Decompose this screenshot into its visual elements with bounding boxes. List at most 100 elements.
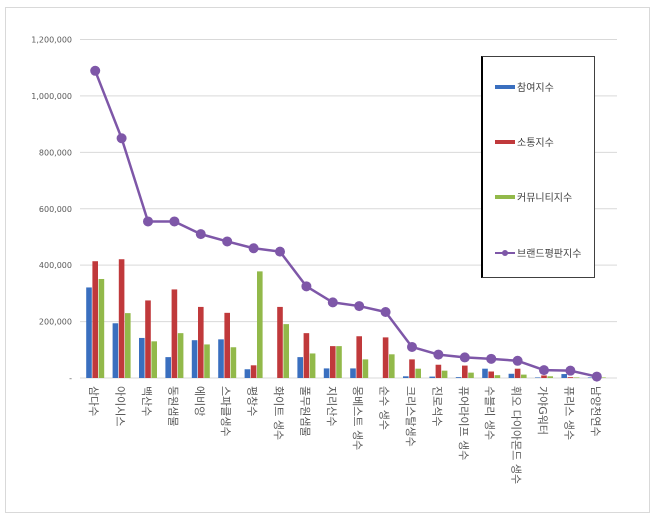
line-marker [169, 216, 180, 227]
x-axis-category-label: 가야G워터 [536, 386, 549, 435]
x-axis-category-label: 진로석수 [430, 386, 443, 426]
x-axis-category-label: 수블리 생수 [483, 386, 496, 440]
x-axis-category-label: 퓨리스 생수 [562, 386, 575, 440]
bar-0 [482, 368, 488, 378]
bar-2 [125, 313, 131, 378]
bar-2 [336, 346, 342, 378]
bar-2 [204, 344, 210, 378]
line-marker [143, 216, 153, 227]
line-marker [327, 297, 338, 308]
category-bar-group [508, 368, 527, 378]
x-axis-category-label: 크리스탈생수 [404, 386, 417, 447]
bar-1 [541, 375, 547, 378]
line-marker [275, 246, 285, 257]
bar-1 [409, 359, 415, 378]
bar-2 [151, 341, 157, 378]
x-axis-category-label: 몽베스트 생수 [351, 386, 364, 450]
y-axis-tick-label: 1,200,000 [31, 36, 72, 45]
bar-2 [600, 377, 606, 378]
category-bar-group [561, 374, 580, 378]
bar-0 [139, 337, 145, 378]
bar-1 [224, 312, 230, 378]
bar-1 [303, 333, 310, 378]
bar-0 [508, 373, 515, 378]
x-axis-category-label: 퓨어라이프 생수 [457, 386, 470, 460]
x-axis-category-label: 풀무원샘물 [298, 386, 311, 437]
bar-2 [230, 347, 237, 378]
y-axis-tick-label: 1,000,000 [31, 92, 72, 101]
bar-1 [330, 346, 336, 378]
category-bar-group [350, 336, 369, 378]
x-axis-category-label: 남양천연수 [589, 386, 603, 437]
bar-0 [535, 377, 541, 378]
legend-item-participation: 참여지수 [495, 79, 554, 94]
line-marker [116, 133, 127, 144]
line-marker [407, 341, 417, 352]
line-marker [248, 243, 259, 254]
line-marker [195, 229, 206, 240]
line-marker [565, 365, 576, 376]
line-marker [512, 355, 523, 366]
bar-0 [218, 339, 224, 378]
bar-0 [165, 357, 171, 378]
bar-2 [468, 372, 474, 378]
bar-1 [198, 306, 204, 378]
category-bar-group [139, 300, 157, 378]
legend-line-marker-icon [495, 249, 515, 256]
category-bar-group [455, 365, 474, 378]
bar-2 [573, 377, 580, 378]
x-axis-category-label: 동원샘물 [166, 386, 179, 426]
category-bar-group [429, 364, 448, 378]
line-marker [433, 349, 444, 360]
bar-1 [250, 365, 257, 378]
category-bar-group [482, 368, 501, 378]
x-axis-category-label: 지리산수 [325, 386, 338, 426]
bar-0 [587, 377, 594, 378]
bar-2 [98, 278, 105, 378]
category-bar-group [244, 271, 263, 378]
bar-2 [177, 333, 184, 378]
legend-swatch-community-icon [495, 194, 515, 199]
bar-0 [323, 368, 330, 378]
category-bar-group [277, 306, 289, 378]
bar-0 [112, 323, 119, 378]
line-marker [486, 353, 497, 364]
bar-0 [455, 377, 462, 378]
bar-2 [521, 374, 527, 378]
bar-0 [297, 357, 303, 378]
x-axis-category-label: 순수 생수 [378, 386, 391, 430]
x-axis-category-label: 휘오 다이아몬드 생수 [510, 386, 523, 484]
line-marker [222, 236, 233, 247]
x-axis-category-label: 아이시스 [114, 386, 127, 426]
line-marker [459, 352, 470, 363]
bar-0 [191, 340, 198, 378]
line-marker [354, 301, 365, 312]
bar-1 [356, 336, 362, 378]
x-axis-category-label: 스파클생수 [219, 386, 232, 437]
bar-2 [309, 353, 316, 378]
bar-2 [494, 375, 501, 378]
x-axis-category-label: 삼다수 [87, 386, 100, 416]
bar-2 [257, 271, 263, 378]
legend-swatch-communication-icon [495, 139, 515, 144]
bar-0 [429, 376, 435, 378]
legend-label-brand-reputation: 브랜드평판지수 [517, 249, 582, 260]
bar-2 [441, 370, 448, 378]
category-bar-group [218, 312, 237, 378]
legend-item-communication: 소통지수 [495, 134, 554, 149]
bar-0 [561, 374, 567, 378]
x-axis-category-label: 화이트 생수 [272, 386, 285, 440]
y-axis-tick-label: 400,000 [39, 261, 72, 270]
bar-2 [362, 359, 369, 378]
line-marker [380, 306, 391, 317]
bar-1 [92, 261, 98, 378]
bar-1 [567, 377, 574, 378]
chart-legend: 참여지수 소통지수 커뮤니티지수 브랜드평판지수 [481, 56, 595, 278]
bar-1 [118, 259, 125, 378]
y-axis-tick-label: - [69, 374, 72, 383]
category-bar-group [297, 333, 316, 378]
category-bar-group [323, 346, 342, 378]
bar-1 [277, 306, 283, 378]
x-axis-category-label: 에비앙 [193, 386, 206, 416]
bar-2 [547, 376, 553, 378]
